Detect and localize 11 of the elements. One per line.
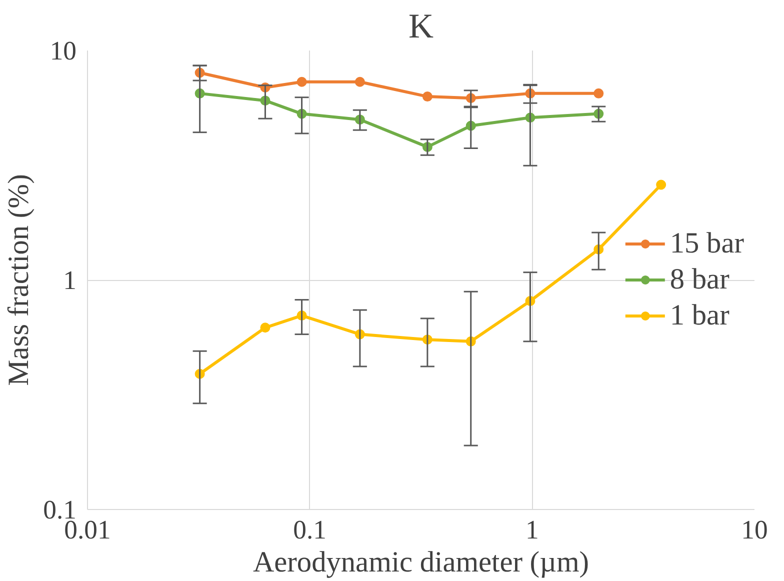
y-axis-title: Mass fraction (%) [3,174,36,386]
x-tick-label: 10 [741,514,768,544]
y-tick-label: 10 [50,36,76,66]
y-tick-label: 1 [63,265,76,295]
x-tick-label: 0.1 [293,514,326,544]
x-tick-label: 1 [526,514,539,544]
x-axis-title: Aerodynamic diameter (µm) [252,546,590,578]
legend-label: 1 bar [670,299,730,332]
legend-label: 8 bar [670,263,730,296]
chart-title: K [408,8,434,46]
legend-label: 15 bar [670,227,744,260]
